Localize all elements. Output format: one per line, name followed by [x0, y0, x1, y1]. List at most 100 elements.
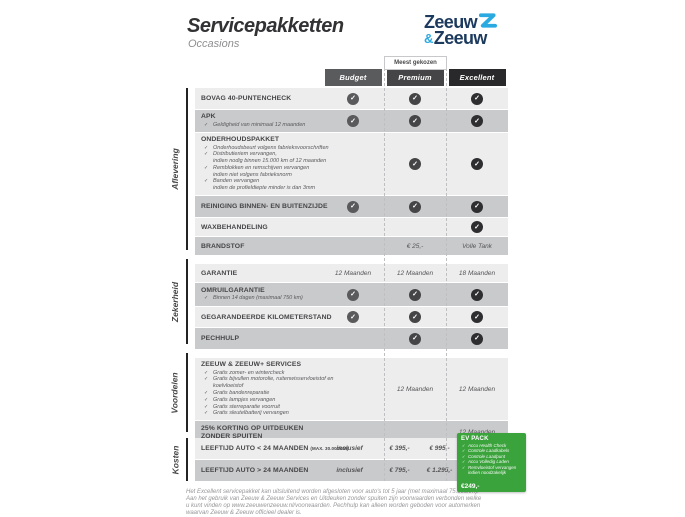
row-label: BOVAG 40-PUNTENCHECK: [201, 95, 292, 102]
logo-line2: & Zeeuw: [424, 29, 497, 47]
sub-item-text: indien nodig binnen 15.000 km of 12 maan…: [213, 158, 327, 165]
kosten-table: LEEFTIJD AUTO < 24 MAANDEN (MAX. 30.000KM…: [195, 438, 457, 482]
sub-item: ✓ Banden vervangen: [201, 178, 329, 185]
value-text: 12 Maanden: [334, 269, 372, 277]
cell-excellent: Volle Tank: [446, 237, 508, 255]
check-bullet-icon: ✓: [204, 178, 209, 185]
sub-item-text: Onderhoudsbeurt volgens fabrieksvoorschr…: [213, 144, 329, 151]
sub-item: ✓ Geldigheid van minimaal 12 maanden: [201, 122, 305, 129]
row-label-cell: BOVAG 40-PUNTENCHECK: [195, 88, 322, 109]
cell-premium: 12 Maanden: [384, 264, 446, 282]
row-label-suffix: (MAX. 30.000KM): [310, 446, 349, 451]
cell-budget: [322, 218, 384, 236]
logo-line1: Zeeuw: [424, 13, 498, 31]
ev-pack-items: ✓ Accu Health Check ✓ Controle Laadkabels …: [461, 443, 523, 482]
section-zekerheid: GARANTIE 12 Maanden 12 Maanden 18 Maande…: [195, 264, 508, 350]
row-sublist: ✓ Binnen 14 dagen (maximaal 750 km): [201, 295, 303, 302]
section-divider-bar: [186, 438, 188, 481]
check-bullet-icon: ✓: [204, 295, 209, 302]
header-cell-premium: Premium: [384, 69, 446, 86]
check-glyph: ✓: [350, 117, 356, 125]
check-glyph: ✓: [350, 95, 356, 102]
cell-excellent: ✓: [446, 283, 508, 306]
table-row: LEEFTIJD AUTO > 24 MAANDEN inclusief € 7…: [195, 460, 457, 481]
page-subtitle: Occasions: [188, 38, 240, 50]
ev-pack-item: ✓ Controle Laadpunt: [461, 454, 523, 459]
check-bullet-icon: ✓: [462, 453, 466, 459]
ev-pack-card: EV PACK ✓ Accu Health Check ✓ Controle Laa…: [457, 433, 526, 492]
ev-pack-item: ✓ Accu Volledig Laden: [461, 459, 523, 464]
cell-budget: [322, 358, 384, 420]
cell-excellent: 12 Maanden: [446, 421, 508, 444]
table-row: GEGARANDEERDE KILOMETERSTAND ✓ ✓ ✓: [195, 307, 508, 328]
cell-budget: [322, 237, 384, 255]
sub-item: ✓ Remblokken en remschijven vervangen: [201, 165, 329, 172]
check-glyph: ✓: [412, 291, 418, 299]
cell-premium: ✓: [384, 88, 446, 109]
check-icon: ✓: [471, 158, 483, 171]
section-aflevering: BOVAG 40-PUNTENCHECK ✓ ✓ ✓ APK ✓ Geldighe…: [195, 88, 508, 256]
cell-budget: ✓: [322, 307, 384, 327]
check-bullet-icon: ✓: [204, 369, 209, 376]
check-icon: ✓: [409, 332, 421, 345]
ev-pack-price: €249,-: [461, 483, 480, 490]
sub-item: ✓ Distributieriem vervangen,: [201, 151, 329, 158]
row-label-cell: LEEFTIJD AUTO < 24 MAANDEN (MAX. 30.000KM…: [195, 438, 348, 459]
value-text: Volle Tank: [462, 242, 492, 250]
check-icon: ✓: [347, 288, 359, 301]
row-sublist: ✓ Gratis zomer- en wintercheck ✓ Gratis bi…: [201, 370, 333, 418]
cell-premium: € 795,-: [377, 460, 422, 481]
ev-pack-item: ✓ Accu Health Check: [461, 443, 523, 448]
cell-excellent: € 995,-: [422, 438, 457, 459]
check-icon: ✓: [471, 92, 483, 105]
value-text: € 25,-: [406, 242, 424, 250]
value-text: 12 Maanden: [396, 385, 434, 393]
sub-item-text: Gratis bijvullen motorolie, ruitenwisser…: [213, 376, 334, 383]
row-label-cell: LEEFTIJD AUTO > 24 MAANDEN: [195, 460, 322, 481]
section-marker-aflevering: Aflevering: [162, 88, 188, 250]
logo-z-icon: [478, 13, 498, 28]
row-label: LEEFTIJD AUTO < 24 MAANDEN (MAX. 30.000KM…: [201, 445, 348, 452]
check-glyph: ✓: [474, 335, 480, 343]
check-bullet-icon: ✓: [462, 464, 466, 470]
sub-item: ✓ Onderhoudsbeurt volgens fabrieksvoorsch…: [201, 145, 329, 152]
section-divider-bar: [186, 88, 188, 250]
row-label: BRANDSTOF: [201, 242, 245, 250]
check-bullet-icon: ✓: [204, 151, 209, 158]
column-header-budget: Budget: [324, 69, 382, 86]
check-bullet-icon: ✓: [204, 396, 209, 403]
sub-item-text: Banden vervangen: [213, 178, 260, 185]
section-marker-zekerheid: Zekerheid: [162, 259, 188, 344]
value-text: inclusief: [336, 467, 363, 474]
sub-item-text: koelvloeistof: [213, 383, 244, 390]
column-headers: Budget Premium Excellent: [195, 69, 508, 86]
check-glyph: ✓: [412, 117, 418, 125]
cell-premium: € 395,-: [377, 438, 422, 459]
cell-premium: € 25,-: [384, 237, 446, 255]
check-glyph: ✓: [474, 117, 480, 125]
table-row: BRANDSTOF € 25,- Volle Tank: [195, 237, 508, 256]
table-row: BOVAG 40-PUNTENCHECK ✓ ✓ ✓: [195, 88, 508, 109]
ev-pack-item-text: Controle Laadkabels: [468, 448, 510, 454]
cell-excellent: ✓: [446, 88, 508, 109]
cell-premium: ✓: [384, 110, 446, 132]
cell-excellent: ✓: [446, 307, 508, 327]
section-divider-bar: [186, 353, 188, 432]
sub-item-text: indien niet volgens fabrieksnorm: [213, 171, 292, 178]
check-glyph: ✓: [412, 203, 418, 211]
row-label-cell: WAXBEHANDELING: [195, 218, 322, 236]
check-icon: ✓: [471, 332, 483, 345]
check-glyph: ✓: [474, 95, 480, 102]
check-bullet-icon: ✓: [204, 403, 209, 410]
section-label-kosten: Kosten: [170, 445, 180, 474]
row-label-text: LEEFTIJD AUTO < 24 MAANDEN: [201, 445, 309, 452]
check-bullet-icon: ✓: [204, 164, 209, 171]
table-row: WAXBEHANDELING ✓: [195, 218, 508, 237]
sub-item: koelvloeistof: [201, 383, 333, 390]
check-glyph: ✓: [474, 203, 480, 211]
value-text: 12 Maanden: [396, 269, 434, 277]
value-text: inclusief: [336, 445, 363, 452]
table-row: OMRUILGARANTIE ✓ Binnen 14 dagen (maximaa…: [195, 283, 508, 307]
check-glyph: ✓: [412, 335, 418, 343]
table-row: ZEEUW & ZEEUW+ SERVICES ✓ Gratis zomer- e…: [195, 358, 508, 421]
